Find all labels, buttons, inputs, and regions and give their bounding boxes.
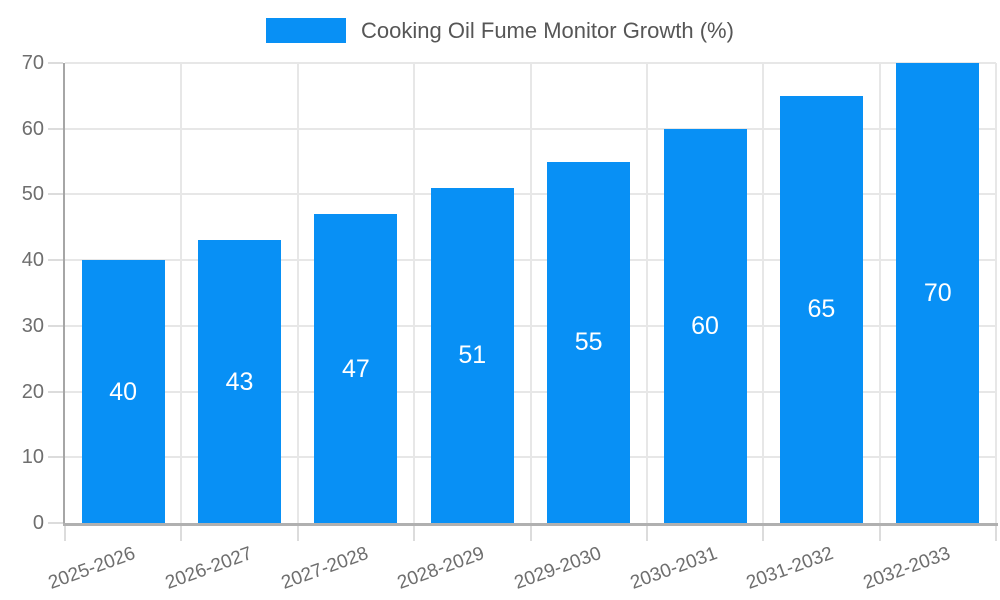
bar[interactable] — [547, 161, 631, 523]
bar[interactable] — [896, 63, 980, 523]
v-gridline — [529, 63, 532, 523]
x-axis-tick — [180, 526, 183, 541]
y-axis-line — [63, 63, 65, 524]
y-axis-tick-label: 70 — [21, 52, 44, 74]
y-axis-tick-label: 20 — [21, 380, 44, 403]
y-axis-tick-label: 30 — [21, 314, 44, 337]
legend-swatch-icon — [266, 18, 347, 43]
plot-area: 0 10 20 30 40 50 60 70 40 2025-2026 43 2026-2027 47 2… — [22, 52, 998, 594]
y-axis-tick — [48, 324, 63, 327]
y-axis-tick — [48, 193, 63, 196]
x-axis-tick — [64, 526, 66, 541]
v-gridline — [296, 63, 299, 523]
v-gridline — [878, 63, 881, 523]
x-axis-tick — [413, 526, 416, 541]
bar-value-label: 51 — [458, 341, 487, 370]
bar[interactable] — [779, 95, 863, 523]
v-gridline — [413, 63, 416, 523]
bar-value-label: 60 — [691, 311, 719, 340]
bar[interactable] — [314, 214, 398, 523]
y-axis-tick — [48, 390, 63, 393]
y-axis-tick — [48, 259, 63, 262]
bar[interactable] — [81, 260, 165, 523]
v-gridline — [995, 63, 997, 523]
x-axis-tick — [762, 526, 765, 541]
bar-value-label: 65 — [807, 295, 836, 324]
x-axis-tick — [878, 526, 881, 541]
bar-value-label: 40 — [109, 377, 138, 406]
y-axis-tick-label: 40 — [21, 249, 44, 272]
x-axis-line — [63, 523, 998, 526]
x-axis-tick — [296, 526, 299, 541]
y-axis-tick — [48, 127, 63, 130]
v-gridline — [180, 63, 183, 523]
v-gridline — [645, 63, 648, 523]
x-axis-tick — [645, 526, 648, 541]
y-axis-tick-label: 0 — [32, 512, 44, 534]
bar[interactable] — [198, 240, 282, 523]
bar[interactable] — [663, 128, 747, 523]
bar[interactable] — [430, 187, 514, 523]
chart-legend[interactable]: Cooking Oil Fume Monitor Growth (%) — [0, 17, 1000, 44]
y-axis-tick — [48, 522, 63, 524]
y-axis-tick — [48, 62, 63, 64]
y-axis-tick — [48, 456, 63, 459]
y-axis-tick-label: 50 — [21, 183, 44, 206]
legend-label: Cooking Oil Fume Monitor Growth (%) — [361, 18, 734, 43]
bar-value-label: 43 — [225, 367, 254, 396]
x-axis-tick — [995, 526, 997, 541]
y-axis-tick-label: 60 — [21, 117, 44, 140]
y-axis-tick-label: 10 — [21, 446, 44, 469]
v-gridline — [762, 63, 765, 523]
bar-value-label: 55 — [574, 328, 603, 357]
bar-value-label: 70 — [923, 279, 952, 307]
bar-value-label: 47 — [342, 354, 370, 383]
x-axis-tick — [529, 526, 532, 541]
